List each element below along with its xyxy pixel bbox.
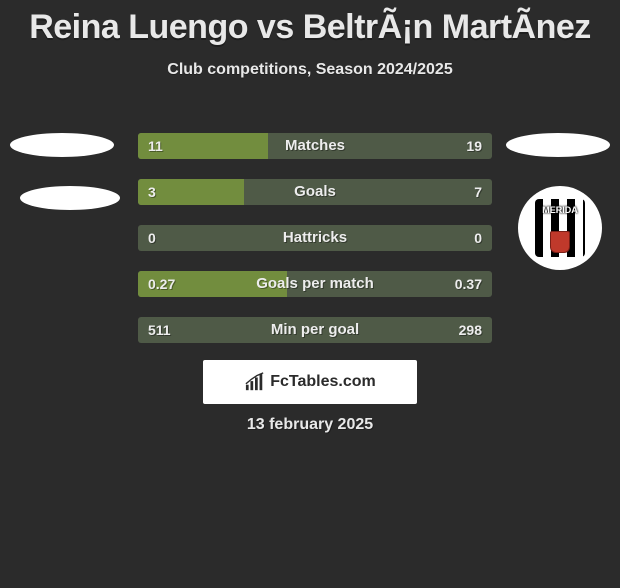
footer-brand-text: FcTables.com — [270, 373, 376, 391]
club-badge-shield — [550, 231, 570, 253]
stat-label: Matches — [138, 133, 492, 159]
player-right-avatar — [506, 133, 610, 157]
stat-row: 511298Min per goal — [138, 317, 492, 343]
club-badge-stripes: MERIDA — [535, 199, 585, 257]
player-left-avatar-1 — [10, 133, 114, 157]
stat-label: Goals — [138, 179, 492, 205]
page-title: Reina Luengo vs BeltrÃ¡n MartÃnez — [0, 8, 620, 47]
stat-row: 37Goals — [138, 179, 492, 205]
page-date: 13 february 2025 — [0, 416, 620, 434]
footer-brand-box: FcTables.com — [203, 360, 417, 404]
player-left-avatar-2 — [20, 186, 120, 210]
stat-label: Hattricks — [138, 225, 492, 251]
footer-brand: FcTables.com — [244, 372, 376, 392]
page-subtitle: Club competitions, Season 2024/2025 — [0, 61, 620, 79]
stat-row: 00Hattricks — [138, 225, 492, 251]
club-badge: MERIDA — [518, 186, 602, 270]
club-badge-text: MERIDA — [535, 205, 585, 215]
stat-label: Min per goal — [138, 317, 492, 343]
stat-row: 0.270.37Goals per match — [138, 271, 492, 297]
chart-icon — [244, 372, 266, 392]
stat-label: Goals per match — [138, 271, 492, 297]
stat-row: 1119Matches — [138, 133, 492, 159]
stat-rows: 1119Matches 37Goals 00Hattricks 0.270.37Goa… — [138, 133, 492, 363]
